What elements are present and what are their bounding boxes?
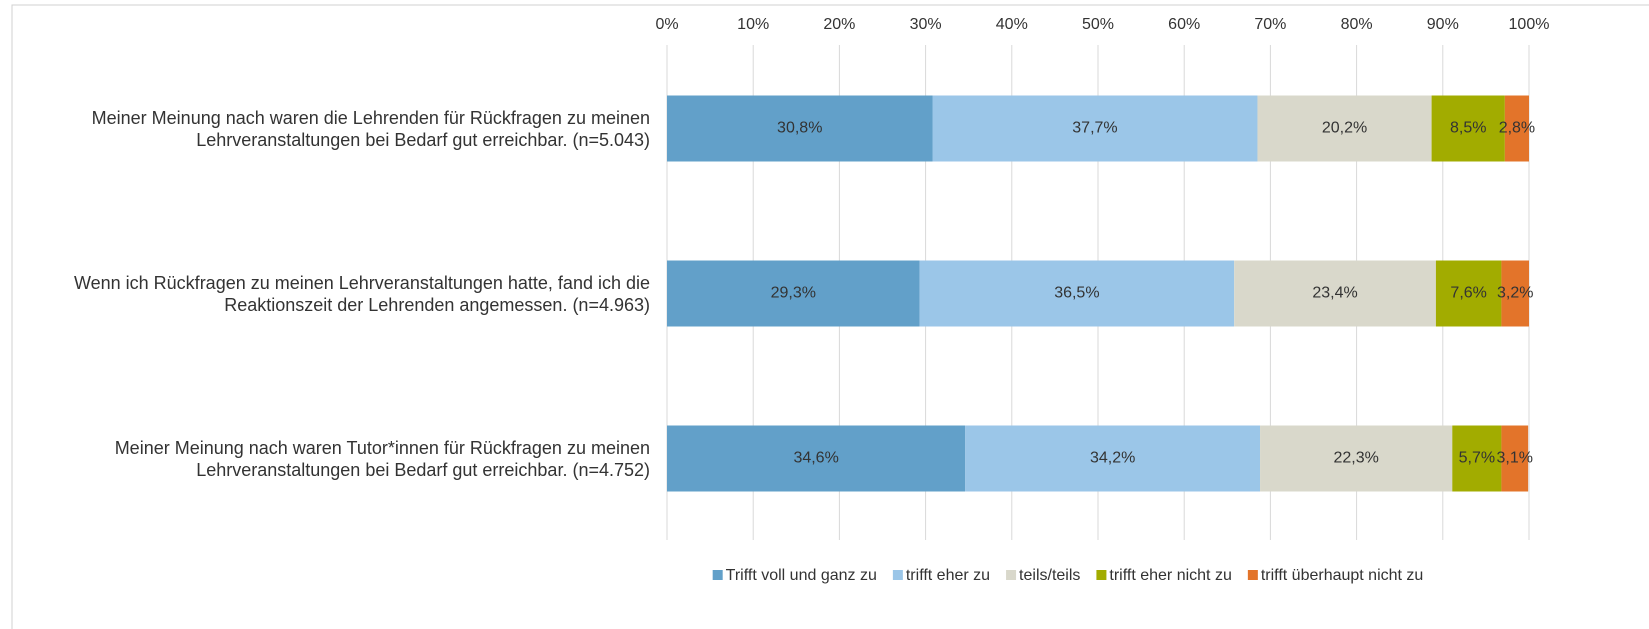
y-tick-label: Meiner Meinung nach waren Tutor*innen fü… bbox=[114, 437, 650, 480]
bar-segment bbox=[965, 425, 1261, 492]
data-label: 7,6% bbox=[1450, 285, 1486, 302]
x-tick-label: 60% bbox=[1168, 16, 1200, 33]
bar-segment bbox=[667, 95, 933, 162]
bar-segment bbox=[1234, 260, 1436, 327]
legend-swatch bbox=[892, 570, 903, 580]
legend-swatch bbox=[1096, 570, 1107, 580]
legend-swatch bbox=[712, 570, 723, 580]
data-label: 23,4% bbox=[1312, 285, 1357, 302]
bar-segment bbox=[1501, 260, 1529, 327]
data-label: 3,1% bbox=[1497, 450, 1533, 467]
bar-segment bbox=[667, 425, 966, 492]
bar-segment bbox=[667, 260, 920, 327]
data-label: 30,8% bbox=[777, 120, 822, 137]
x-tick-label: 90% bbox=[1427, 16, 1459, 33]
bar-segment bbox=[1431, 95, 1505, 162]
data-label: 22,3% bbox=[1333, 450, 1378, 467]
legend-label: trifft überhaupt nicht zu bbox=[1261, 567, 1423, 584]
x-tick-label: 20% bbox=[823, 16, 855, 33]
y-tick-label: Wenn ich Rückfragen zu meinen Lehrverans… bbox=[73, 272, 650, 315]
legend-label: trifft eher nicht zu bbox=[1109, 567, 1231, 584]
bar-segment bbox=[1435, 260, 1502, 327]
bar-segment bbox=[1452, 425, 1502, 492]
bar-segment bbox=[1257, 95, 1432, 162]
data-label: 8,5% bbox=[1450, 120, 1486, 137]
x-tick-label: 100% bbox=[1509, 16, 1550, 33]
x-tick-label: 50% bbox=[1082, 16, 1114, 33]
legend-label: trifft eher zu bbox=[906, 567, 990, 584]
data-label: 2,8% bbox=[1499, 120, 1535, 137]
legend-label: teils/teils bbox=[1019, 567, 1080, 584]
legend-label: Trifft voll und ganz zu bbox=[726, 567, 877, 584]
x-tick-label: 80% bbox=[1341, 16, 1373, 33]
x-tick-label: 70% bbox=[1254, 16, 1286, 33]
bar-segment bbox=[919, 260, 1235, 327]
bar-segment bbox=[932, 95, 1258, 162]
data-label: 5,7% bbox=[1459, 450, 1495, 467]
data-label: 34,2% bbox=[1090, 450, 1135, 467]
data-label: 3,2% bbox=[1497, 285, 1533, 302]
data-label: 36,5% bbox=[1054, 285, 1099, 302]
data-label: 34,6% bbox=[793, 450, 838, 467]
bar-segment bbox=[1504, 95, 1529, 162]
x-tick-label: 0% bbox=[655, 16, 678, 33]
data-label: 29,3% bbox=[771, 285, 816, 302]
data-label: 20,2% bbox=[1322, 120, 1367, 137]
bar-segment bbox=[1260, 425, 1453, 492]
x-tick-label: 40% bbox=[996, 16, 1028, 33]
chart-frame bbox=[11, 4, 1649, 629]
legend-swatch bbox=[1006, 570, 1017, 580]
data-label: 37,7% bbox=[1072, 120, 1117, 137]
x-tick-label: 30% bbox=[910, 16, 942, 33]
bar-segment bbox=[1501, 425, 1529, 492]
x-tick-label: 10% bbox=[737, 16, 769, 33]
y-tick-label: Meiner Meinung nach waren die Lehrenden … bbox=[91, 107, 650, 150]
legend-swatch bbox=[1247, 570, 1258, 580]
